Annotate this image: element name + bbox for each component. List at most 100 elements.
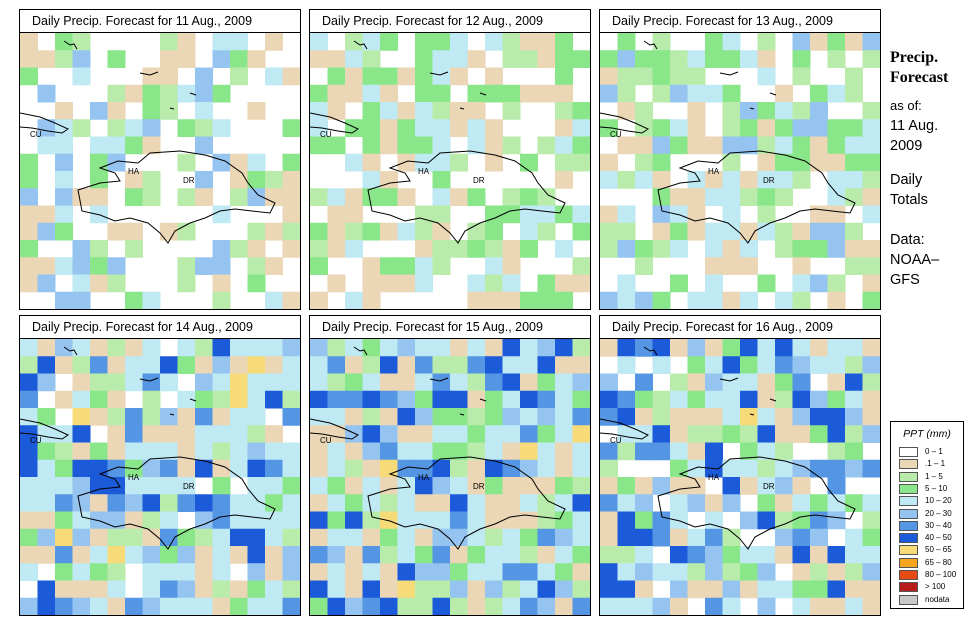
- precip-cell: [450, 373, 468, 392]
- precip-cell: [37, 136, 56, 155]
- island-coastline: [189, 92, 197, 96]
- precip-cell: [177, 356, 196, 374]
- precip-cell: [722, 222, 741, 241]
- precip-cell: [142, 67, 161, 86]
- precip-cell: [792, 425, 811, 443]
- island-coastline: [353, 40, 368, 50]
- precip-cell: [247, 373, 266, 392]
- precip-cell: [845, 119, 863, 137]
- precip-cell: [775, 84, 793, 103]
- island-coastline: [189, 398, 197, 402]
- precip-cell: [125, 442, 143, 461]
- sidebar-title: Precip. Forecast: [890, 48, 972, 88]
- precip-cell: [845, 580, 863, 599]
- precip-cell: [670, 188, 688, 206]
- precip-cell: [555, 459, 573, 478]
- precip-cell: [502, 494, 521, 512]
- precip-cell: [195, 390, 213, 409]
- precip-cell: [810, 136, 828, 155]
- precip-cell: [827, 425, 846, 443]
- legend-swatch: [899, 447, 918, 457]
- precip-cell: [722, 563, 741, 581]
- precip-cell: [722, 597, 741, 615]
- precip-cell: [362, 373, 381, 392]
- precip-cell: [125, 373, 143, 392]
- precip-cell: [310, 222, 328, 241]
- precip-cell: [265, 188, 283, 206]
- precip-cell: [635, 408, 653, 426]
- precip-cell: [90, 546, 108, 564]
- precip-cell: [310, 528, 328, 547]
- precip-cell: [282, 408, 300, 426]
- precip-cell: [635, 511, 653, 530]
- precip-cell: [450, 546, 468, 564]
- data-source-line: Data:: [890, 232, 925, 248]
- precip-cell: [327, 425, 346, 443]
- precip-cell: [757, 171, 776, 189]
- precip-cell: [230, 50, 248, 68]
- precip-cell: [670, 528, 688, 547]
- precip-cell: [380, 373, 398, 392]
- precip-cell: [160, 67, 178, 86]
- precip-cell: [362, 188, 381, 206]
- precip-cell: [212, 390, 231, 409]
- precip-cell: [195, 459, 213, 478]
- precip-cell: [107, 546, 126, 564]
- precip-cell: [55, 102, 73, 120]
- precip-cell: [845, 425, 863, 443]
- precip-cell: [635, 373, 653, 392]
- precip-cell: [177, 84, 196, 103]
- precip-cell: [195, 511, 213, 530]
- precip-cell: [845, 390, 863, 409]
- precip-cell: [362, 222, 381, 241]
- island-coastline: [643, 40, 658, 50]
- precip-cell: [345, 563, 363, 581]
- precip-cell: [862, 580, 880, 599]
- precip-cell: [537, 546, 556, 564]
- precip-cell: [107, 50, 126, 68]
- precip-cell: [177, 459, 196, 478]
- precip-cell: [537, 408, 556, 426]
- precip-cell: [555, 136, 573, 155]
- precip-cell: [862, 546, 880, 564]
- precip-cell: [247, 442, 266, 461]
- precip-cell: [617, 102, 636, 120]
- precip-cell: [572, 373, 590, 392]
- precip-cell: [230, 580, 248, 599]
- precip-cell: [705, 222, 723, 241]
- precip-cell: [537, 373, 556, 392]
- precip-cell: [652, 563, 671, 581]
- precip-cell: [757, 339, 776, 357]
- precip-cell: [415, 274, 433, 293]
- precip-cell: [722, 291, 741, 309]
- precip-cell: [845, 240, 863, 258]
- precip-cell: [670, 136, 688, 155]
- precip-cell: [600, 373, 618, 392]
- precip-map: CU HA DR: [309, 32, 591, 310]
- precip-cell: [450, 563, 468, 581]
- precip-cell: [265, 494, 283, 512]
- precip-cell: [572, 50, 590, 68]
- precip-cell: [90, 459, 108, 478]
- precip-cell: [827, 373, 846, 392]
- precip-cell: [282, 188, 300, 206]
- precip-cell: [142, 580, 161, 599]
- precip-cell: [55, 119, 73, 137]
- precip-cell: [282, 442, 300, 461]
- precip-cell: [652, 222, 671, 241]
- precip-cell: [397, 477, 416, 495]
- precip-cell: [282, 494, 300, 512]
- hispaniola-coastline: [77, 456, 276, 550]
- precip-cell: [520, 356, 538, 374]
- precip-cell: [722, 546, 741, 564]
- precip-cell: [670, 50, 688, 68]
- precip-cell: [282, 153, 300, 172]
- precip-cell: [635, 546, 653, 564]
- precip-cell: [740, 136, 758, 155]
- precip-cell: [195, 67, 213, 86]
- precip-cell: [55, 50, 73, 68]
- precip-cell: [20, 274, 38, 293]
- precip-cell: [827, 240, 846, 258]
- precip-cell: [195, 563, 213, 581]
- precip-cell: [415, 102, 433, 120]
